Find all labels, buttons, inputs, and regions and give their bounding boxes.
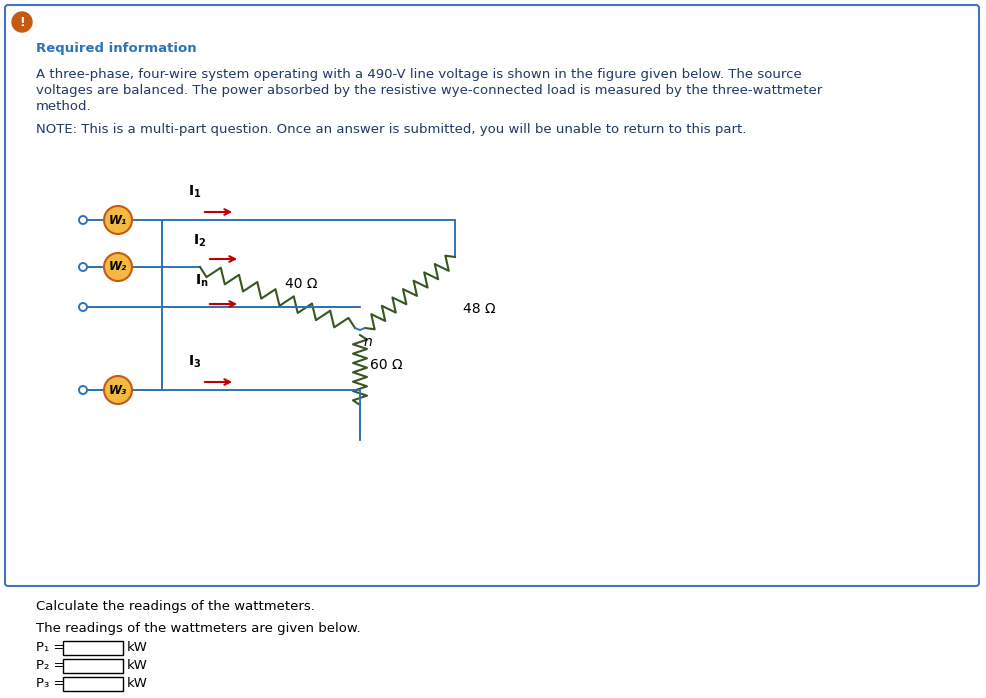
Text: !: !: [19, 15, 25, 29]
Text: P₃ =: P₃ =: [36, 677, 64, 690]
Text: $\mathbf{I_n}$: $\mathbf{I_n}$: [195, 273, 209, 289]
Text: W₁: W₁: [108, 214, 127, 226]
Text: 48 Ω: 48 Ω: [463, 302, 496, 316]
Text: 60 Ω: 60 Ω: [370, 358, 402, 372]
Text: Calculate the readings of the wattmeters.: Calculate the readings of the wattmeters…: [36, 600, 315, 613]
Text: method.: method.: [36, 100, 92, 113]
Text: voltages are balanced. The power absorbed by the resistive wye-connected load is: voltages are balanced. The power absorbe…: [36, 84, 822, 97]
Text: Required information: Required information: [36, 42, 196, 55]
Text: P₁ =: P₁ =: [36, 641, 64, 654]
Text: W₃: W₃: [108, 383, 127, 396]
Text: A three-phase, four-wire system operating with a 490-V line voltage is shown in : A three-phase, four-wire system operatin…: [36, 68, 802, 81]
Circle shape: [79, 303, 87, 311]
Circle shape: [12, 12, 32, 32]
Circle shape: [79, 386, 87, 394]
Circle shape: [104, 253, 132, 281]
Text: $\mathbf{I_2}$: $\mathbf{I_2}$: [193, 232, 207, 249]
Text: n: n: [364, 335, 373, 349]
Text: W₂: W₂: [108, 260, 127, 274]
Text: NOTE: This is a multi-part question. Once an answer is submitted, you will be un: NOTE: This is a multi-part question. Onc…: [36, 123, 746, 136]
FancyBboxPatch shape: [5, 5, 979, 586]
Text: kW: kW: [127, 659, 148, 672]
Text: 40 Ω: 40 Ω: [285, 277, 317, 291]
Text: $\mathbf{I_1}$: $\mathbf{I_1}$: [188, 184, 202, 200]
Text: kW: kW: [127, 677, 148, 690]
Bar: [63, 659, 123, 673]
Circle shape: [104, 206, 132, 234]
Circle shape: [104, 376, 132, 404]
Text: kW: kW: [127, 641, 148, 654]
Bar: [63, 641, 123, 655]
Circle shape: [79, 216, 87, 224]
Text: P₂ =: P₂ =: [36, 659, 65, 672]
Bar: [63, 677, 123, 691]
Text: $\mathbf{I_3}$: $\mathbf{I_3}$: [188, 354, 202, 370]
Circle shape: [79, 263, 87, 271]
Text: The readings of the wattmeters are given below.: The readings of the wattmeters are given…: [36, 622, 361, 635]
